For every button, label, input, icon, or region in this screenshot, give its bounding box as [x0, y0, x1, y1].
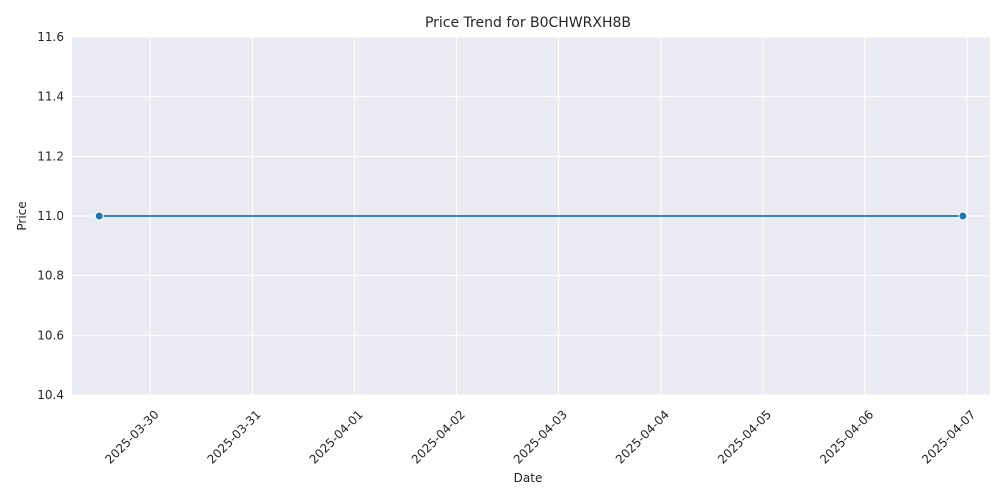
chart-title: Price Trend for B0CHWRXH8B	[425, 15, 631, 31]
x-tick-label: 2025-04-06	[817, 407, 876, 466]
x-tick-label: 2025-03-31	[204, 407, 263, 466]
y-tick-label: 11.0	[37, 209, 64, 223]
y-tick-label: 11.4	[37, 90, 64, 104]
y-tick-labels: 10.4 10.6 10.8 11.0 11.2 11.4 11.6	[37, 30, 64, 402]
grid-lines	[72, 36, 990, 396]
x-axis-label: Date	[514, 471, 543, 485]
y-tick-label: 11.2	[37, 149, 64, 163]
x-tick-label: 2025-04-01	[307, 407, 366, 466]
data-point	[94, 211, 104, 221]
y-tick-label: 10.4	[37, 388, 64, 402]
x-tick-label: 2025-04-05	[715, 407, 774, 466]
data-point	[958, 211, 968, 221]
x-tick-label: 2025-03-30	[102, 407, 161, 466]
x-tick-label: 2025-04-04	[613, 407, 672, 466]
y-tick-label: 11.6	[37, 30, 64, 44]
y-tick-label: 10.8	[37, 269, 64, 283]
x-tick-label: 2025-04-03	[511, 407, 570, 466]
y-axis-label: Price	[15, 201, 29, 230]
x-tick-labels: 2025-03-30 2025-03-31 2025-04-01 2025-04-02…	[102, 407, 978, 466]
x-tick-label: 2025-04-02	[409, 407, 468, 466]
y-tick-label: 10.6	[37, 328, 64, 342]
x-tick-label: 2025-04-07	[919, 407, 978, 466]
series-layer	[94, 211, 968, 221]
